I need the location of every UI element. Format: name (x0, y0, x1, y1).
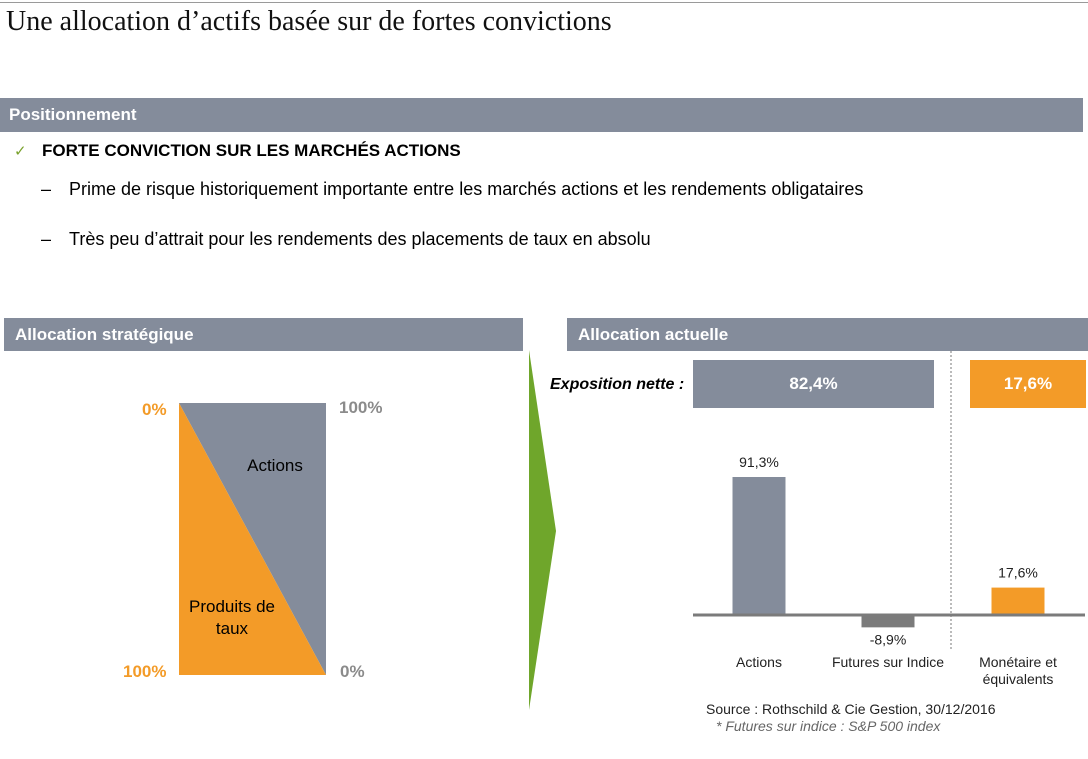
top-rule (0, 2, 1088, 3)
actuelle-header: Allocation actuelle (567, 318, 1088, 351)
bar-value-label: 17,6% (998, 565, 1038, 581)
check-icon: ✓ (14, 143, 27, 160)
bar-value-label: 91,3% (739, 454, 779, 470)
bar-actions (732, 477, 786, 614)
produits-triangle (179, 403, 326, 675)
bar-value-label: -8,9% (870, 631, 907, 647)
transition-arrow-icon (529, 350, 556, 710)
expo-monetaire-box: 17,6% (970, 360, 1086, 408)
bottom-left-pct: 100% (123, 662, 167, 681)
bar-futures (861, 614, 915, 628)
bullet-item: Prime de risque historiquement important… (69, 179, 864, 199)
exposition-label: Exposition nette : (550, 376, 685, 393)
bottom-right-pct: 0% (340, 662, 365, 681)
produits-area-label: Produits de taux (189, 597, 275, 638)
category-label: Monétaire et équivalents (979, 654, 1057, 687)
positionnement-header: Positionnement (0, 98, 1083, 132)
expo-actions-box: 82,4% (693, 360, 934, 408)
source-text: Source : Rothschild & Cie Gestion, 30/12… (706, 701, 996, 717)
actions-area-label: Actions (247, 456, 303, 475)
bar-monetaire (991, 587, 1045, 614)
page-title: Une allocation d’actifs basée sur de for… (6, 6, 612, 37)
category-label: Actions (736, 654, 782, 670)
category-label: Futures sur Indice (832, 654, 944, 670)
dash-bullet-icon: – (41, 229, 52, 249)
strategique-header: Allocation stratégique (4, 318, 523, 351)
conviction-heading: FORTE CONVICTION SUR LES MARCHÉS ACTIONS (42, 141, 461, 160)
top-left-pct: 0% (142, 400, 167, 419)
dash-bullet-icon: – (41, 179, 52, 199)
top-right-pct: 100% (339, 398, 383, 417)
footnote-text: * Futures sur indice : S&P 500 index (716, 718, 941, 734)
bullet-item: Très peu d’attrait pour les rendements d… (69, 229, 651, 249)
